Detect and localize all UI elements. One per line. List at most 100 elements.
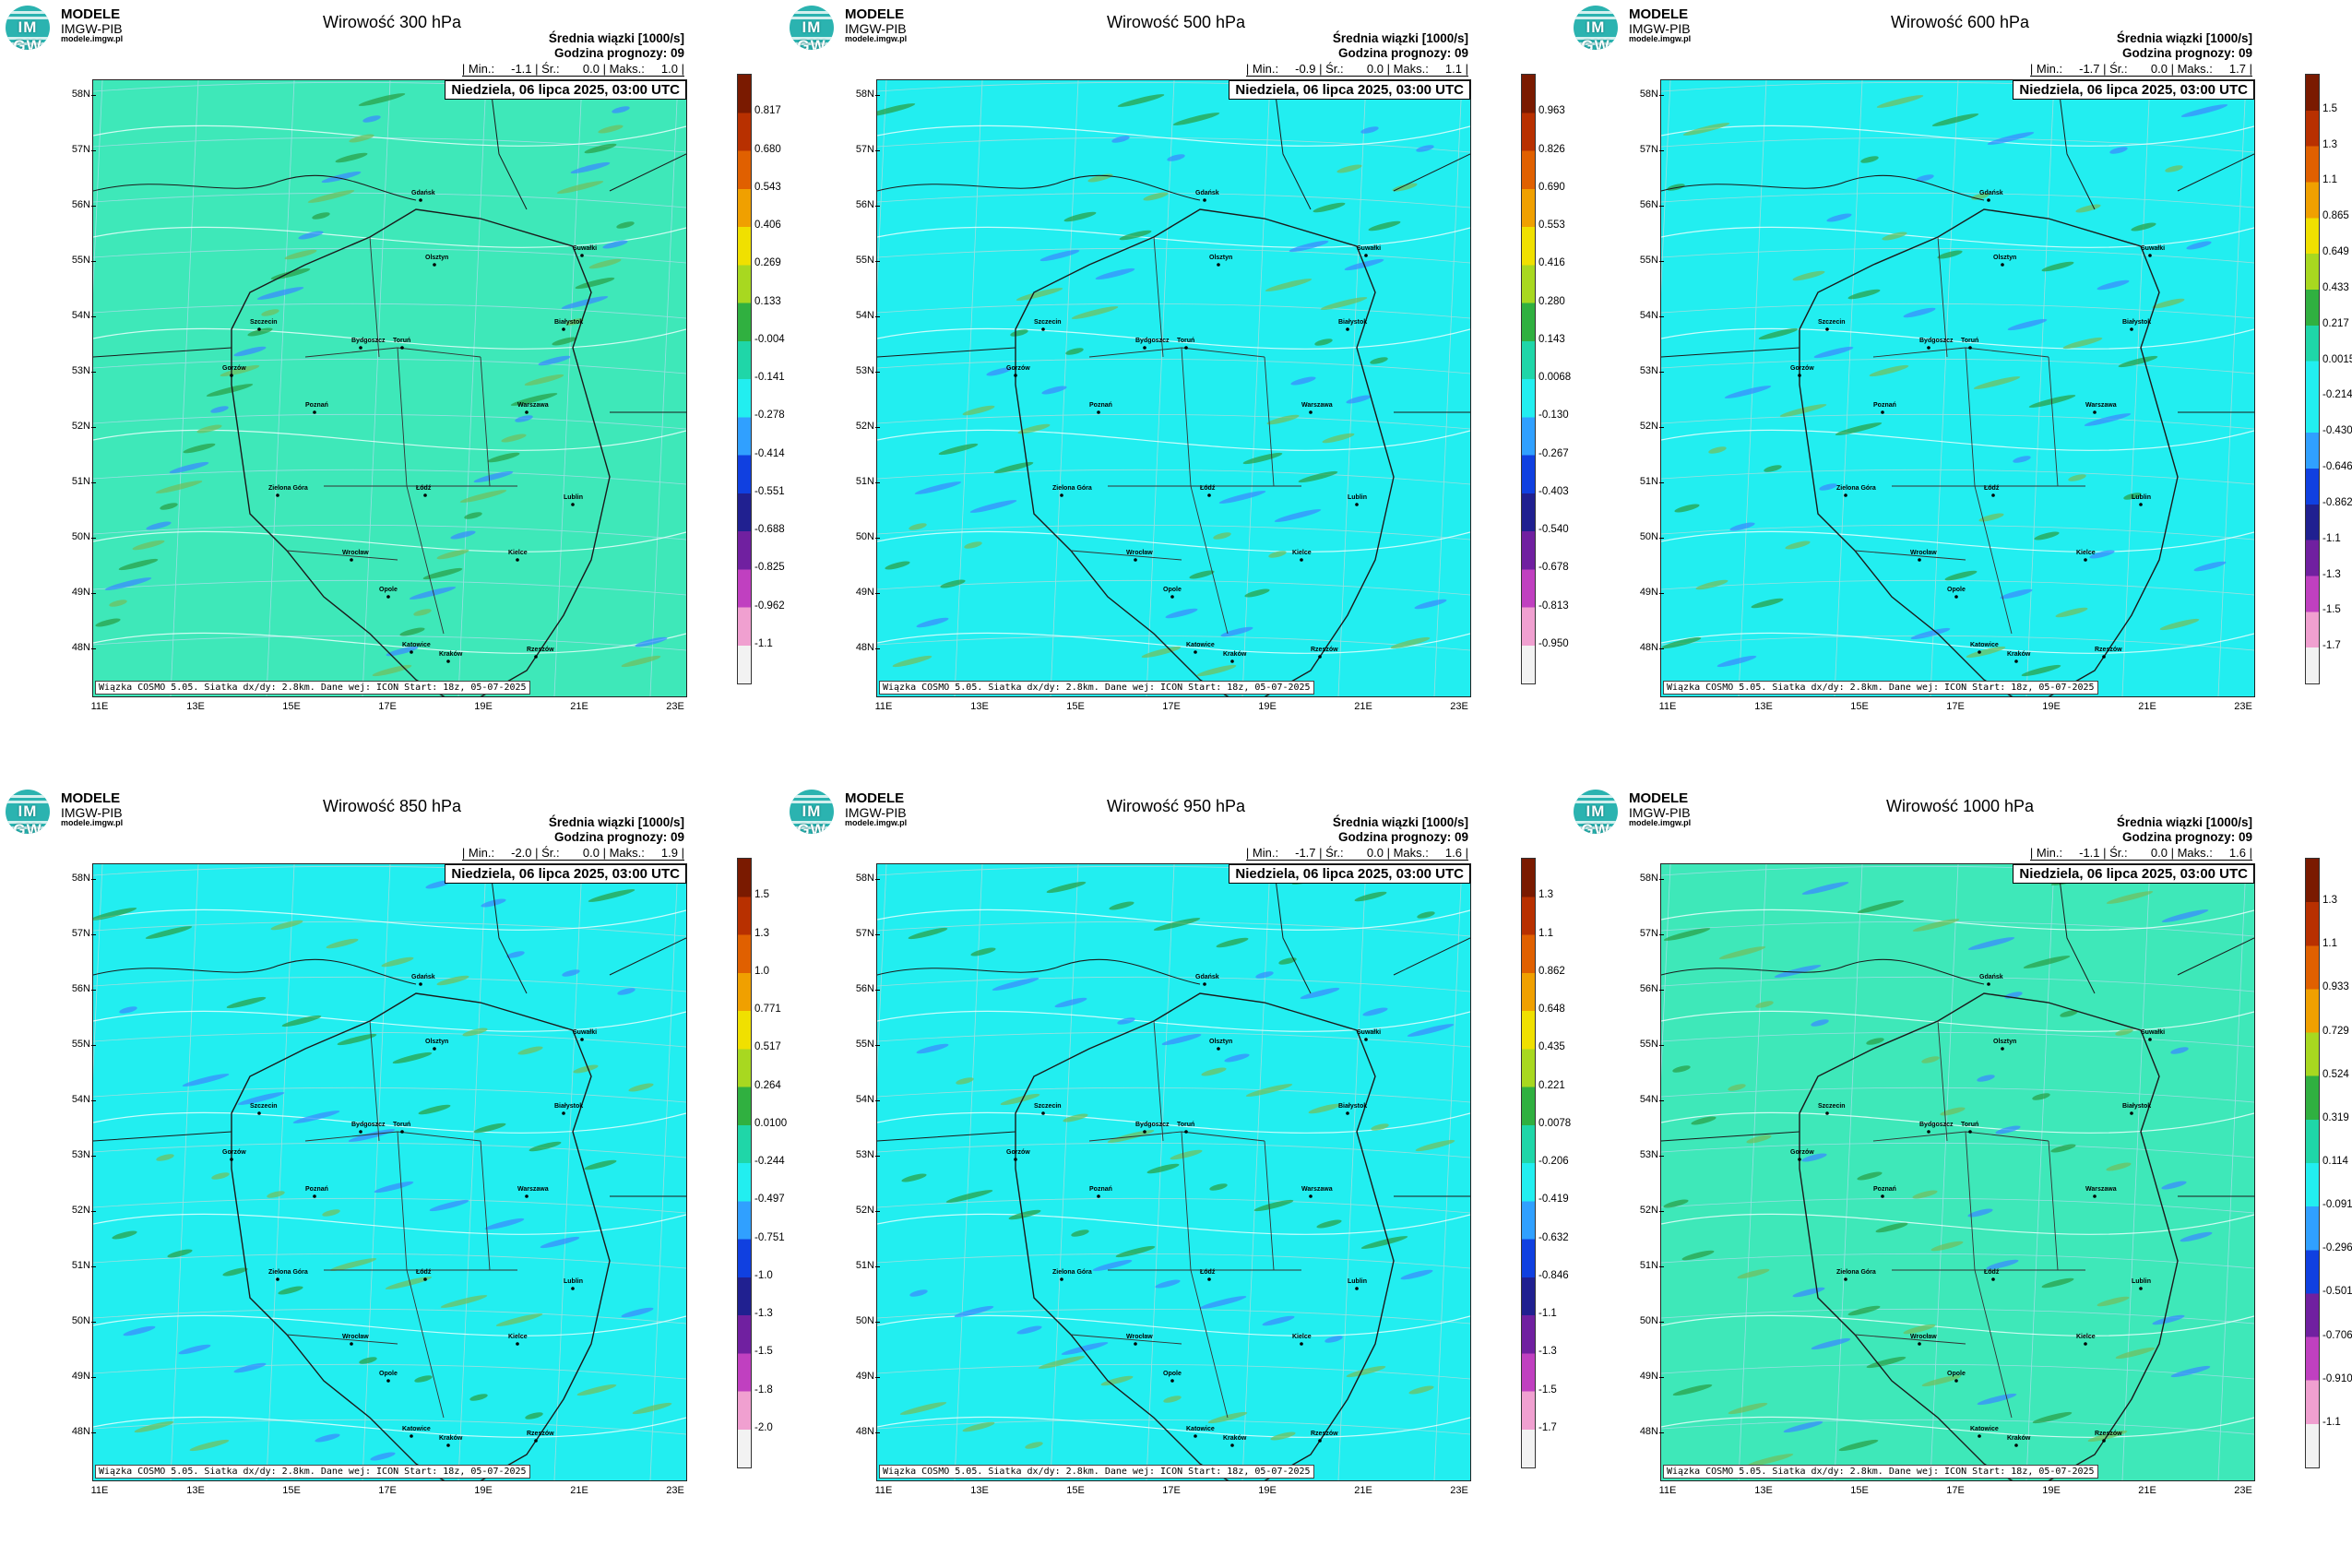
lon-tick-label: 23E bbox=[2234, 701, 2252, 712]
city-label: Gorzów bbox=[222, 1149, 246, 1156]
lat-tick-label: 54N bbox=[59, 1094, 96, 1105]
city-marker bbox=[350, 1342, 353, 1346]
city-label: Białystok bbox=[2122, 1103, 2152, 1110]
vorticity-field bbox=[93, 864, 686, 1480]
forecast-hour: Godzina prognozy: 09 bbox=[2121, 45, 2252, 60]
city-marker bbox=[1041, 327, 1045, 331]
city-label: Wrocław bbox=[342, 1334, 369, 1340]
map-panel-3: IM GW MODELE IMGW-PIB modele.imgw.pl Wir… bbox=[1568, 0, 2352, 784]
lon-tick-label: 11E bbox=[90, 1485, 109, 1496]
lon-tick-label: 11E bbox=[874, 701, 893, 712]
colorbar-tick-label: 0.553 bbox=[1538, 220, 1565, 231]
city-marker bbox=[276, 1277, 279, 1281]
brand-org: IMGW-PIB bbox=[61, 20, 123, 36]
lon-tick-label: 23E bbox=[2234, 1485, 2252, 1496]
city-label: Kielce bbox=[508, 550, 528, 556]
city-marker bbox=[1798, 1158, 1801, 1161]
city-marker bbox=[257, 327, 261, 331]
lat-tick-label: 57N bbox=[1627, 144, 1664, 155]
city-marker bbox=[1217, 1047, 1220, 1051]
logo-text: IM GW bbox=[797, 802, 826, 834]
map-panel-4: IM GW MODELE IMGW-PIB modele.imgw.pl Wir… bbox=[0, 784, 787, 1568]
brand-block: MODELE IMGW-PIB modele.imgw.pl bbox=[61, 7, 123, 44]
brand-org: IMGW-PIB bbox=[1629, 20, 1691, 36]
lon-tick-label: 15E bbox=[282, 701, 301, 712]
imgw-logo: IM GW bbox=[6, 6, 50, 50]
city-marker bbox=[2148, 1038, 2152, 1041]
city-label: Katowice bbox=[402, 1426, 431, 1432]
colorbar-tick-label: -1.5 bbox=[754, 1346, 773, 1358]
city-label: Warszawa bbox=[517, 1186, 549, 1193]
lon-tick-label: 17E bbox=[1946, 701, 1965, 712]
city-label: Zielona Góra bbox=[268, 1269, 308, 1276]
colorbar-tick-label: 1.3 bbox=[754, 927, 769, 939]
city-marker bbox=[1194, 1434, 1197, 1438]
lat-tick-label: 57N bbox=[1627, 928, 1664, 939]
ensemble-header: Średnia wiązki [1000/s] Godzina prognozy… bbox=[1333, 815, 1468, 844]
colorbar-tick-label: 0.269 bbox=[754, 257, 781, 269]
city-label: Łódź bbox=[416, 1269, 432, 1276]
city-marker bbox=[2093, 410, 2097, 414]
city-label: Warszawa bbox=[517, 402, 549, 409]
brand-name: MODELE bbox=[61, 790, 121, 806]
logo-text: IM GW bbox=[13, 18, 42, 50]
colorbar-tick-label: 0.817 bbox=[754, 105, 781, 117]
lon-tick-label: 11E bbox=[1658, 1485, 1677, 1496]
city-label: Wrocław bbox=[1126, 1334, 1153, 1340]
lat-tick-label: 55N bbox=[59, 255, 96, 266]
vorticity-field bbox=[877, 80, 1470, 696]
map-area: Niedziela, 06 lipca 2025, 03:00 UTC Wiąz… bbox=[1660, 79, 2255, 697]
colorbar-tick-label: 0.524 bbox=[2322, 1068, 2349, 1080]
colorbar-tick-label: 0.0078 bbox=[1538, 1117, 1572, 1129]
city-marker bbox=[1978, 1434, 1981, 1438]
city-marker bbox=[2148, 254, 2152, 257]
city-marker bbox=[1881, 1194, 1884, 1198]
imgw-logo: IM GW bbox=[790, 790, 834, 834]
city-label: Kielce bbox=[2076, 550, 2096, 556]
colorbar-tick-label: 0.543 bbox=[754, 181, 781, 193]
lat-tick-label: 49N bbox=[843, 587, 880, 598]
ensemble-header: Średnia wiązki [1000/s] Godzina prognozy… bbox=[2117, 815, 2252, 844]
city-marker bbox=[1346, 327, 1349, 331]
city-label: Kielce bbox=[1292, 1334, 1312, 1340]
city-marker bbox=[2102, 655, 2106, 659]
lat-tick-label: 51N bbox=[1627, 1260, 1664, 1271]
city-marker bbox=[580, 254, 584, 257]
city-marker bbox=[1954, 595, 1958, 599]
map-title: Wirowość 1000 hPa bbox=[1885, 797, 2035, 815]
lat-tick-label: 53N bbox=[1627, 365, 1664, 376]
date-label: Niedziela, 06 lipca 2025, 03:00 UTC bbox=[2013, 864, 2254, 884]
city-label: Kraków bbox=[2007, 1435, 2031, 1442]
colorbar-tick-label: -1.8 bbox=[754, 1384, 773, 1396]
colorbar-tick-label: -1.3 bbox=[754, 1308, 773, 1319]
city-label: Suwałki bbox=[1357, 1029, 1382, 1036]
lat-tick-label: 53N bbox=[1627, 1149, 1664, 1160]
colorbar-tick-label: -0.403 bbox=[1538, 485, 1569, 497]
colorbar-tick-label: -0.540 bbox=[1538, 524, 1569, 535]
city-label: Lublin bbox=[1348, 1278, 1367, 1285]
city-label: Rzeszów bbox=[527, 1431, 554, 1437]
city-marker bbox=[276, 493, 279, 497]
colorbar-tick-label: 0.114 bbox=[2322, 1156, 2348, 1167]
city-marker bbox=[446, 1443, 450, 1447]
stats-line: | Min.: -1.7 | Śr.: 0.0 | Maks.: 1.6 | bbox=[1245, 846, 1468, 861]
city-label: Toruń bbox=[1961, 338, 1979, 344]
brand-url: modele.imgw.pl bbox=[61, 34, 124, 44]
city-marker bbox=[525, 1194, 529, 1198]
colorbar-tick-label: 1.3 bbox=[2322, 138, 2337, 150]
lat-tick-label: 53N bbox=[843, 365, 880, 376]
city-label: Szczecin bbox=[1034, 319, 1062, 326]
colorbar-tick-label: -1.1 bbox=[754, 637, 773, 649]
forecast-hour: Godzina prognozy: 09 bbox=[1337, 45, 1468, 60]
city-label: Wrocław bbox=[342, 550, 369, 556]
city-marker bbox=[1881, 410, 1884, 414]
map-area: Niedziela, 06 lipca 2025, 03:00 UTC Wiąz… bbox=[876, 863, 1471, 1481]
city-marker bbox=[534, 1439, 538, 1443]
city-label: Białystok bbox=[2122, 319, 2152, 326]
lat-tick-label: 56N bbox=[59, 983, 96, 994]
map-panel-6: IM GW MODELE IMGW-PIB modele.imgw.pl Wir… bbox=[1568, 784, 2352, 1568]
colorbar-tick-label: -1.1 bbox=[2322, 532, 2341, 544]
lon-tick-label: 17E bbox=[378, 701, 397, 712]
city-marker bbox=[350, 558, 353, 562]
lat-tick-label: 49N bbox=[1627, 587, 1664, 598]
